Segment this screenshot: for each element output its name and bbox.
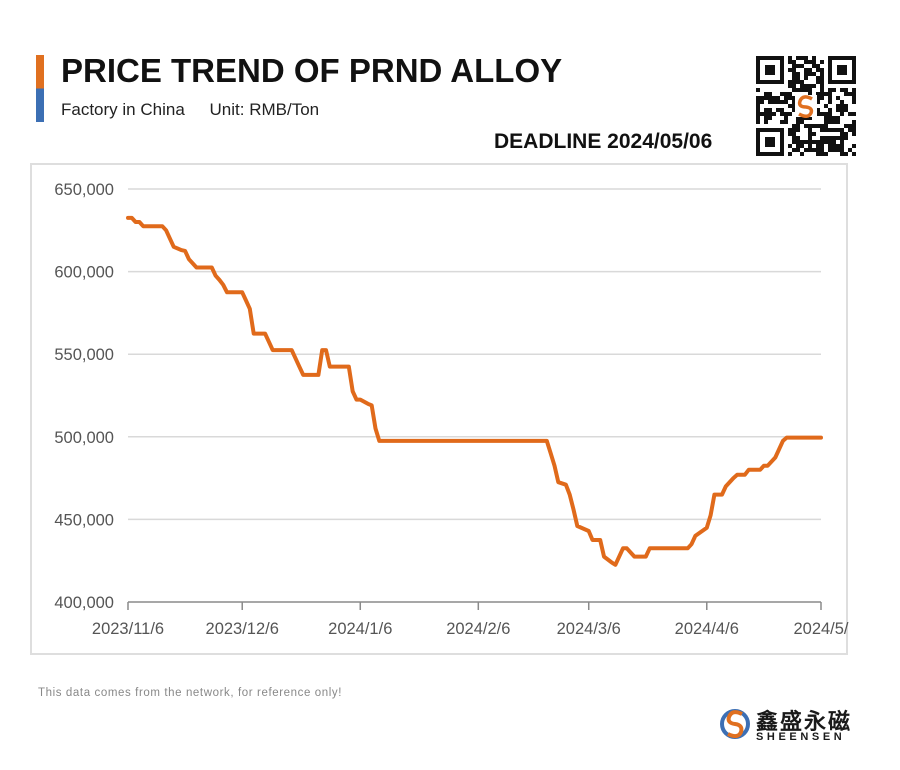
- brand-name-en: SHEENSEN: [756, 731, 846, 743]
- x-tick-label: 2024/5/: [793, 620, 848, 638]
- x-tick-label: 2024/3/6: [557, 620, 621, 638]
- y-tick-label: 500,000: [54, 429, 114, 447]
- x-axis: [127, 601, 822, 610]
- chart-title: PRICE TREND OF PRND ALLOY: [61, 52, 563, 89]
- sheensen-logo-icon: [720, 709, 750, 739]
- title-accent-bar: [36, 55, 44, 122]
- x-tick-label: 2024/4/6: [675, 620, 739, 638]
- x-tick-label: 2024/2/6: [446, 620, 510, 638]
- y-tick-label: 600,000: [54, 264, 114, 282]
- y-tick-label: 400,000: [54, 594, 114, 612]
- y-tick-label: 550,000: [54, 346, 114, 364]
- factory-label: Factory in China: [61, 100, 185, 119]
- disclaimer-note: This data comes from the network, for re…: [38, 687, 343, 699]
- unit-label: Unit: RMB/Ton: [209, 100, 320, 119]
- y-tick-labels: 400,000 450,000 500,000 550,000 600,000 650,0…: [54, 181, 114, 612]
- y-tick-label: 650,000: [54, 181, 114, 199]
- qr-code-icon: [756, 56, 856, 156]
- series-line: [126, 215, 823, 567]
- x-tick-labels: 2023/11/6 2023/12/6 2024/1/6 2024/2/6 2024/3…: [92, 620, 849, 638]
- chart-subtitle: Factory in China Unit: RMB/Ton: [61, 100, 319, 120]
- y-tick-label: 450,000: [54, 511, 114, 529]
- x-tick-label: 2023/11/6: [92, 620, 164, 638]
- x-tick-label: 2024/1/6: [328, 620, 392, 638]
- gridlines: [128, 188, 821, 521]
- brand-logo: 鑫盛永磁 SHEENSEN: [720, 700, 860, 750]
- deadline-label: DEADLINE 2024/05/06: [494, 130, 713, 153]
- brand-name-cn: 鑫盛永磁: [756, 709, 853, 734]
- chart-frame: [30, 163, 848, 655]
- x-tick-label: 2023/12/6: [206, 620, 279, 638]
